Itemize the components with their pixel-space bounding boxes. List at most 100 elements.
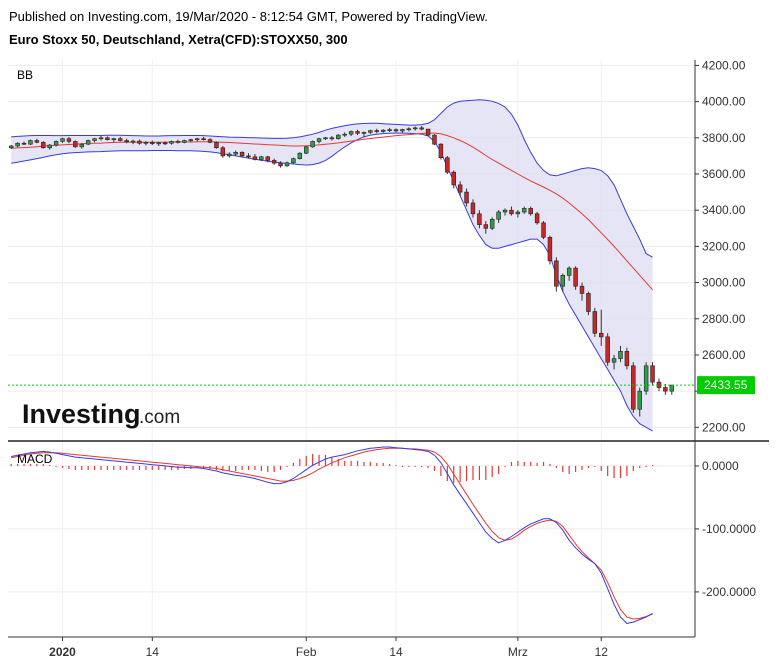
last-price-label: 2433.55 xyxy=(704,378,748,392)
macd-histogram xyxy=(10,453,654,484)
candle xyxy=(470,199,476,218)
candle xyxy=(611,354,617,370)
price-tick-label: 2800.00 xyxy=(702,312,746,326)
candle-body xyxy=(201,138,206,141)
candle xyxy=(515,210,521,218)
candle-body xyxy=(566,267,572,276)
macd-gridlines xyxy=(8,465,695,593)
candle-body xyxy=(605,336,610,363)
candle xyxy=(111,137,117,143)
candle-body xyxy=(432,134,437,145)
candle-body xyxy=(105,137,110,140)
candle xyxy=(137,139,142,145)
candle xyxy=(278,161,283,168)
candle xyxy=(483,221,489,234)
candle-body xyxy=(348,131,354,135)
price-tick-label: 3600.00 xyxy=(702,167,746,181)
candle-body xyxy=(316,138,322,142)
candle xyxy=(631,362,636,413)
last-price-badge: 2433.55 xyxy=(697,376,755,395)
time-axis: 2020 14 Feb 14 Mrz 12 xyxy=(49,637,608,659)
candle-body xyxy=(284,162,290,167)
candle xyxy=(534,212,540,225)
candle-body xyxy=(650,365,655,383)
candle-body xyxy=(265,156,270,161)
candle-body xyxy=(28,140,33,145)
candle xyxy=(310,140,315,148)
candle xyxy=(8,145,14,150)
candle xyxy=(188,138,194,143)
candle-body xyxy=(259,156,264,160)
candle xyxy=(528,206,533,216)
candle xyxy=(92,137,97,143)
candle-body xyxy=(457,184,463,193)
price-tick-label: 3200.00 xyxy=(702,239,746,253)
candle xyxy=(579,282,585,301)
candle xyxy=(432,134,437,146)
candle-body xyxy=(271,160,277,164)
bollinger-upper-line xyxy=(11,99,653,258)
candle-body xyxy=(162,142,168,145)
candle-body xyxy=(406,128,412,131)
macd-panel-label: MACD xyxy=(17,452,53,466)
price-tick-label: 3800.00 xyxy=(702,131,746,145)
time-tick-label: Feb xyxy=(296,645,317,659)
bollinger-lower-line xyxy=(11,132,653,432)
candle xyxy=(502,208,508,216)
candle-body xyxy=(92,138,97,141)
candle xyxy=(53,140,59,147)
candle-body xyxy=(579,285,585,294)
candle xyxy=(669,384,675,395)
candle xyxy=(547,235,553,265)
candle xyxy=(650,362,655,386)
candle-body xyxy=(53,141,59,146)
candle-body xyxy=(413,127,418,130)
candle xyxy=(73,140,78,148)
candle xyxy=(175,139,181,144)
candle-body xyxy=(47,144,52,149)
candle-body xyxy=(246,155,251,158)
candle-body xyxy=(79,143,84,148)
candle-body xyxy=(227,153,232,157)
price-tick-label: 2600.00 xyxy=(702,348,746,362)
candle-body xyxy=(669,384,675,392)
candle xyxy=(438,143,444,160)
candle xyxy=(105,136,110,141)
candle-body xyxy=(21,142,27,145)
candle xyxy=(214,141,219,149)
candle xyxy=(477,210,482,229)
time-tick-label: 2020 xyxy=(49,645,76,659)
candle-body xyxy=(342,133,347,136)
candle-body xyxy=(169,141,174,144)
published-caption: Published on Investing.com, 19/Mar/2020 … xyxy=(9,9,488,24)
candle-body xyxy=(387,129,392,131)
candle xyxy=(323,136,328,140)
candle xyxy=(496,210,501,223)
candle xyxy=(207,138,213,144)
macd-tick-label: 0.0000 xyxy=(702,459,739,473)
candle xyxy=(21,141,27,146)
candle xyxy=(297,152,303,160)
candle xyxy=(150,140,155,146)
candle-body xyxy=(310,141,315,148)
candle-body xyxy=(464,191,469,204)
candle xyxy=(118,136,123,142)
candle-body xyxy=(175,141,181,143)
macd-line xyxy=(11,446,653,624)
candle xyxy=(336,134,341,140)
candle-body xyxy=(137,140,142,144)
candle xyxy=(124,138,129,144)
candle xyxy=(15,142,20,148)
candle xyxy=(586,291,591,316)
candle xyxy=(599,309,604,346)
candle xyxy=(252,154,258,161)
candle xyxy=(85,139,91,146)
candle-body xyxy=(541,222,546,238)
candle xyxy=(355,129,360,136)
candle xyxy=(47,144,52,150)
candle-body xyxy=(509,209,514,215)
candle xyxy=(259,155,264,161)
candle xyxy=(509,206,514,216)
candle-body xyxy=(643,365,649,392)
